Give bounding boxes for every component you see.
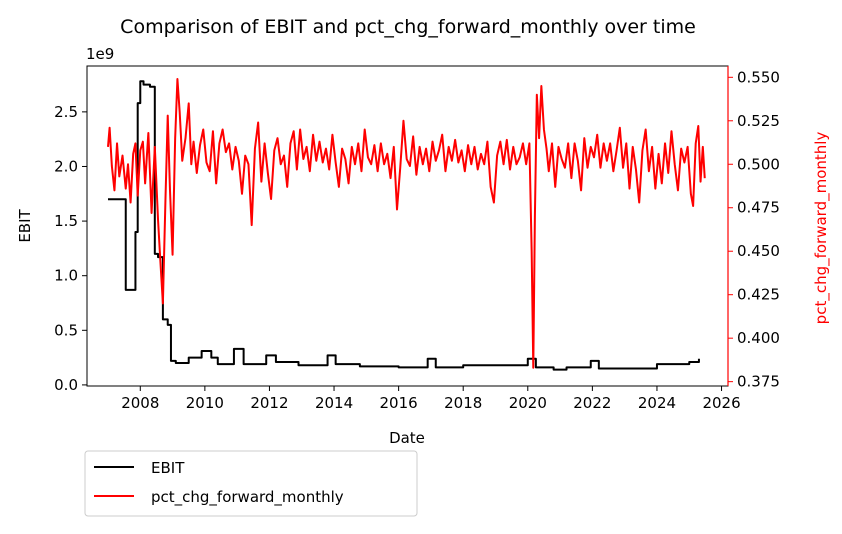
y-right-tick-label: 0.500 [737, 155, 780, 173]
x-tick-label: 2012 [250, 394, 288, 412]
left-axis-multiplier: 1e9 [86, 45, 114, 63]
y-right-tick-label: 0.450 [737, 242, 780, 260]
y-left-tick-label: 0.5 [54, 321, 78, 339]
legend-label-ebit: EBIT [151, 459, 185, 477]
legend-label-pct-chg: pct_chg_forward_monthly [151, 488, 344, 507]
y-left-tick-label: 2.0 [54, 157, 78, 175]
y-left-axis-ticks: 0.0 0.5 1.0 1.5 2.0 2.5 [54, 103, 87, 394]
y-right-tick-label: 0.550 [737, 68, 780, 86]
y-right-tick-label: 0.425 [737, 286, 780, 304]
series-layer [106, 78, 706, 371]
x-tick-label: 2016 [380, 394, 418, 412]
y-right-axis-ticks: 0.375 0.400 0.425 0.450 0.475 0.500 0.525 0.550 [728, 68, 780, 391]
y-left-tick-label: 0.0 [54, 376, 78, 394]
y-right-tick-label: 0.400 [737, 329, 780, 347]
y-left-tick-label: 2.5 [54, 103, 78, 121]
x-tick-label: 2022 [573, 394, 611, 412]
x-tick-label: 2010 [186, 394, 224, 412]
legend: EBIT pct_chg_forward_monthly [84, 450, 418, 517]
x-tick-label: 2018 [444, 394, 482, 412]
x-tick-label: 2008 [121, 394, 159, 412]
x-tick-label: 2024 [638, 394, 676, 412]
y-right-tick-label: 0.475 [737, 199, 780, 217]
x-tick-label: 2026 [702, 394, 740, 412]
y-left-tick-label: 1.5 [54, 212, 78, 230]
x-tick-label: 2020 [509, 394, 547, 412]
y-left-axis-label: EBIT [16, 208, 34, 242]
chart-title: Comparison of EBIT and pct_chg_forward_m… [120, 16, 696, 38]
x-axis-label: Date [389, 429, 425, 447]
y-right-tick-label: 0.375 [737, 373, 780, 391]
series-line-pct-chg-forward-monthly [106, 78, 706, 369]
y-right-axis-label: pct_chg_forward_monthly [812, 132, 831, 325]
x-tick-label: 2014 [315, 394, 353, 412]
y-left-tick-label: 1.0 [54, 267, 78, 285]
y-right-tick-label: 0.525 [737, 112, 780, 130]
legend-frame [84, 450, 418, 517]
x-axis-ticks: 2008 2010 2012 2014 2016 2018 2020 2022 2024 2026 [121, 386, 741, 412]
series-line-ebit [107, 80, 700, 371]
